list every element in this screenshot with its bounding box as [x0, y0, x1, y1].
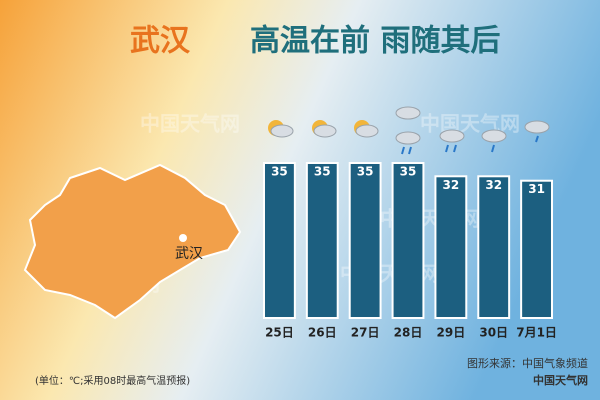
- watermark: 中国天气网: [420, 112, 520, 136]
- bar: [348, 162, 382, 319]
- bar: [305, 162, 339, 319]
- brand: 中国天气网: [533, 373, 588, 387]
- value-label: 35: [357, 165, 374, 179]
- map-label: 武汉: [175, 246, 203, 262]
- chart-title: 高温在前 雨随其后: [250, 24, 500, 59]
- hubei-map: [23, 163, 242, 320]
- value-label: 35: [314, 165, 331, 179]
- unit-note: (单位：℃;采用08时最高气温预报): [35, 374, 190, 387]
- value-label: 32: [485, 178, 502, 192]
- x-tick-label: 26日: [308, 326, 337, 340]
- bar: [434, 175, 468, 319]
- city-pin: [179, 234, 187, 242]
- watermark: 中国天气网: [140, 112, 240, 136]
- bar: [477, 175, 511, 319]
- x-tick-label: 30日: [479, 326, 508, 340]
- weather-icons: [268, 106, 550, 155]
- value-label: 35: [271, 165, 288, 179]
- bar: [391, 162, 425, 319]
- value-label: 31: [528, 182, 545, 196]
- x-tick-label: 27日: [351, 326, 380, 340]
- value-label: 35: [400, 165, 417, 179]
- value-label: 32: [443, 178, 460, 192]
- x-tick-label: 29日: [437, 326, 466, 340]
- x-tick-label: 25日: [265, 326, 294, 340]
- bar: [263, 162, 296, 319]
- x-tick-label: 7月1日: [516, 326, 557, 340]
- source: 图形来源：中国气象频道: [467, 356, 588, 370]
- bar: [520, 179, 554, 319]
- x-tick-label: 28日: [394, 326, 423, 340]
- city-title: 武汉: [130, 24, 191, 59]
